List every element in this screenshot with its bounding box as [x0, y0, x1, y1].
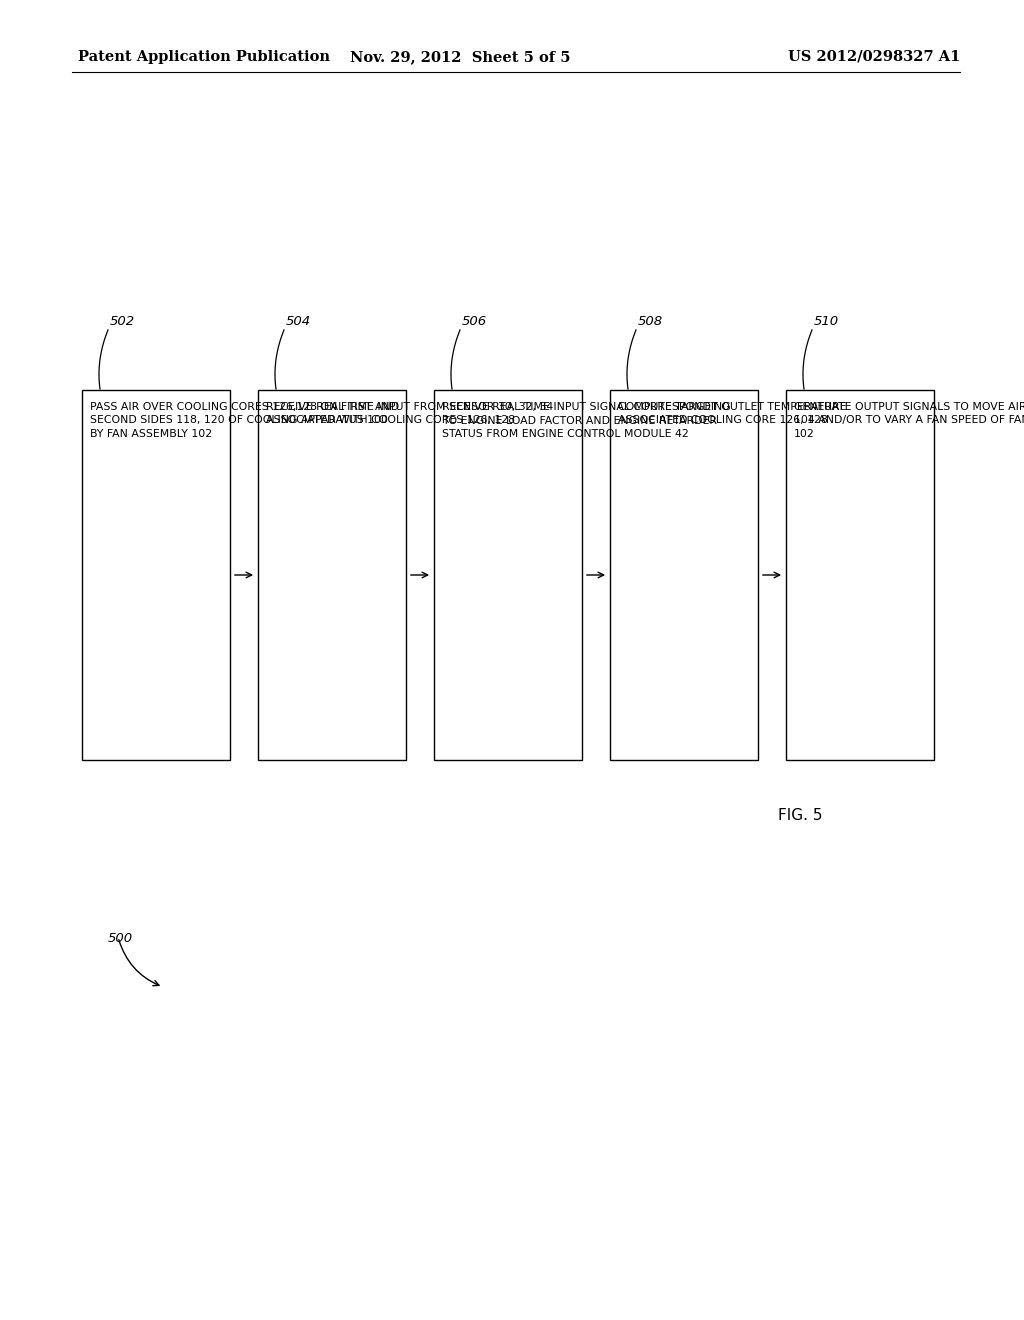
Text: RECEIVE REAL TIME INPUT FROM SENSOR 30, 32, 34: RECEIVE REAL TIME INPUT FROM SENSOR 30, … [266, 403, 553, 412]
Text: 510: 510 [814, 315, 839, 327]
Text: Patent Application Publication: Patent Application Publication [78, 50, 330, 63]
Text: 506: 506 [462, 315, 487, 327]
Text: FIG. 5: FIG. 5 [778, 808, 822, 822]
Text: 504: 504 [286, 315, 311, 327]
Text: BY FAN ASSEMBLY 102: BY FAN ASSEMBLY 102 [90, 429, 212, 440]
Text: STATUS FROM ENGINE CONTROL MODULE 42: STATUS FROM ENGINE CONTROL MODULE 42 [442, 429, 689, 440]
Text: TO ENGINE LOAD FACTOR AND ENGINE RETARDER: TO ENGINE LOAD FACTOR AND ENGINE RETARDE… [442, 416, 717, 425]
Text: GENERATE OUTPUT SIGNALS TO MOVE AIR DIVERTER: GENERATE OUTPUT SIGNALS TO MOVE AIR DIVE… [794, 403, 1024, 412]
Text: COMPUTE TARGET OUTLET TEMPERATURE: COMPUTE TARGET OUTLET TEMPERATURE [618, 403, 847, 412]
Text: SECOND SIDES 118, 120 OF COOLING APPARATUS 100: SECOND SIDES 118, 120 OF COOLING APPARAT… [90, 416, 388, 425]
Text: 102: 102 [794, 429, 815, 440]
Bar [786, 389, 934, 760]
Text: 500: 500 [108, 932, 133, 945]
Text: ASSOCIATED WITH COOLING CORES 126, 128: ASSOCIATED WITH COOLING CORES 126, 128 [266, 416, 515, 425]
Text: US 2012/0298327 A1: US 2012/0298327 A1 [787, 50, 961, 63]
Bar [82, 389, 230, 760]
Text: PASS AIR OVER COOLING CORES 126,128 ON FIRST AND: PASS AIR OVER COOLING CORES 126,128 ON F… [90, 403, 399, 412]
Bar [434, 389, 582, 760]
Text: 508: 508 [638, 315, 664, 327]
Text: RECEIVE REAL TIME INPUT SIGNAL CORRESPONDING: RECEIVE REAL TIME INPUT SIGNAL CORRESPON… [442, 403, 731, 412]
Text: 502: 502 [110, 315, 135, 327]
Text: ASSOCIATED COOLING CORE 126, 128: ASSOCIATED COOLING CORE 126, 128 [618, 416, 827, 425]
Bar [610, 389, 758, 760]
Bar [258, 389, 406, 760]
Text: 104 AND/OR TO VARY A FAN SPEED OF FAN ASSEMBLY: 104 AND/OR TO VARY A FAN SPEED OF FAN AS… [794, 416, 1024, 425]
Text: Nov. 29, 2012  Sheet 5 of 5: Nov. 29, 2012 Sheet 5 of 5 [350, 50, 570, 63]
